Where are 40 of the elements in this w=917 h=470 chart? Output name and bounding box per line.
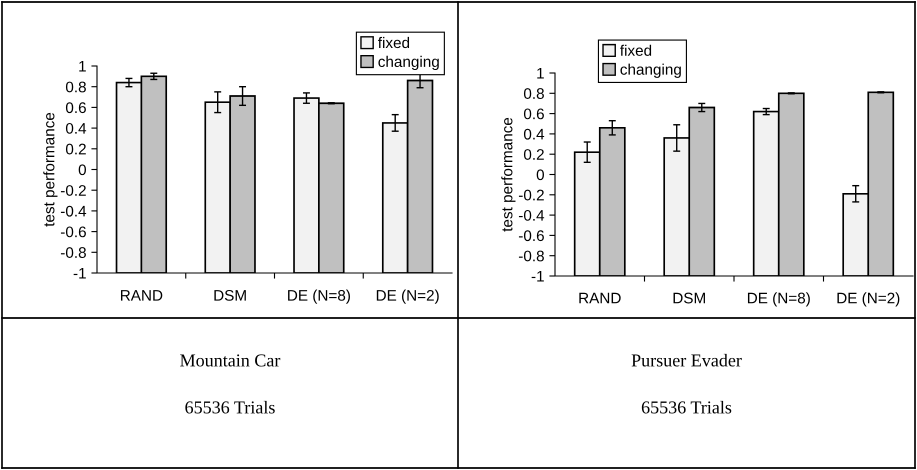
text: 65536 Trials bbox=[185, 400, 275, 414]
x-tick-label: DE (N=8) bbox=[748, 292, 810, 306]
y-tick-label: -0.4 bbox=[60, 206, 86, 217]
legend-label: fixed bbox=[378, 36, 410, 48]
legend-label: changing bbox=[620, 64, 681, 78]
y-axis-title: test performance bbox=[43, 112, 58, 227]
y-tick-label: 1 bbox=[537, 68, 544, 79]
y-tick-label: -1 bbox=[74, 268, 86, 279]
text: 65536 Trials bbox=[642, 400, 732, 414]
x-tick-label: RAND bbox=[120, 290, 162, 301]
x-tick-label: RAND bbox=[579, 292, 621, 304]
y-tick-label: -1 bbox=[532, 271, 544, 282]
y-tick-label: -0.8 bbox=[60, 247, 86, 258]
y-tick-label: 0.4 bbox=[66, 122, 86, 134]
y-tick-label: -0.4 bbox=[518, 210, 544, 221]
y-tick-label: -0.6 bbox=[60, 226, 86, 238]
text: Pursuer Evader bbox=[632, 354, 742, 367]
y-tick-label: -0.2 bbox=[60, 185, 86, 196]
x-tick-label: DE (N=2) bbox=[376, 290, 439, 304]
y-tick-label: 0.2 bbox=[66, 144, 86, 154]
x-tick-label: DE (N=2) bbox=[837, 292, 900, 306]
x-tick-label: DE (N=8) bbox=[288, 290, 350, 304]
x-tick-label: DSM bbox=[674, 292, 705, 304]
y-tick-label: 0 bbox=[78, 164, 86, 176]
y-tick-label: 0.6 bbox=[524, 108, 544, 120]
y-tick-label: 0.2 bbox=[524, 149, 544, 160]
y-tick-label: 0.4 bbox=[524, 128, 544, 140]
y-tick-label: -0.8 bbox=[518, 250, 544, 262]
y-tick-label: 0.8 bbox=[524, 88, 544, 99]
y-tick-label: 0 bbox=[536, 169, 544, 180]
y-tick-label: 0.6 bbox=[66, 102, 86, 114]
y-tick-label: 0.8 bbox=[66, 82, 86, 92]
x-tick-label: DSM bbox=[214, 290, 246, 301]
y-axis-title: test performance bbox=[501, 118, 516, 232]
legend-label: changing bbox=[378, 56, 439, 70]
text: Mountain Car bbox=[180, 354, 280, 367]
legend-label: fixed bbox=[620, 44, 652, 56]
y-tick-label: 1 bbox=[79, 61, 86, 72]
y-tick-label: -0.6 bbox=[518, 230, 544, 242]
y-tick-label: -0.2 bbox=[518, 190, 544, 200]
